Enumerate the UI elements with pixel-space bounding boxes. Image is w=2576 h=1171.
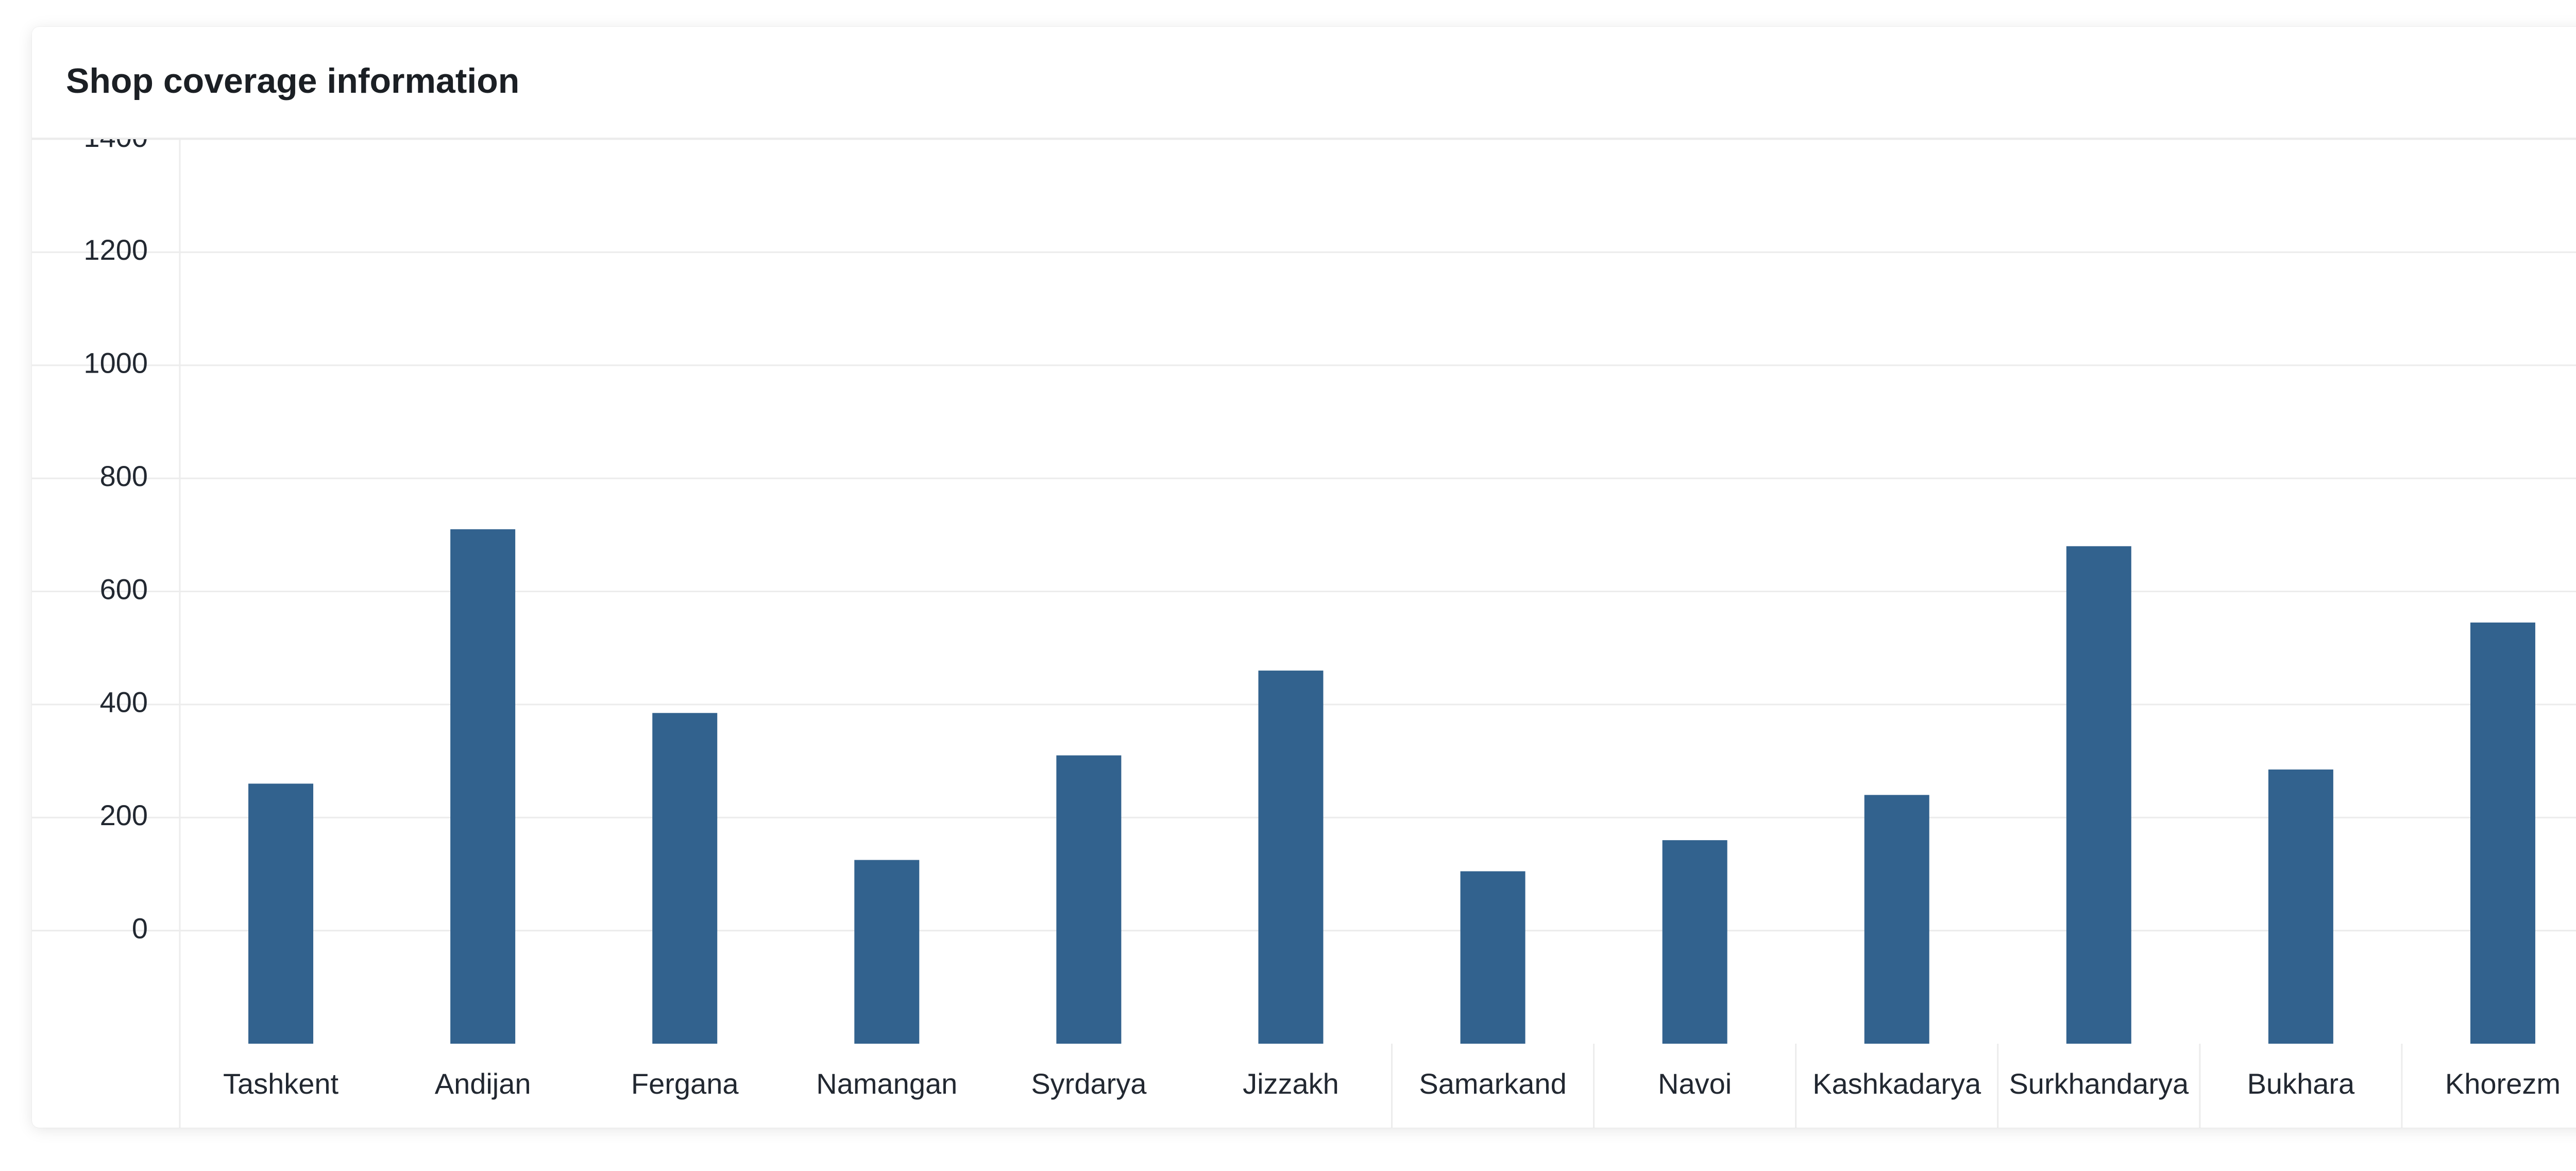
chart-card: Shop coverage information 0 200 400 600 800 1… (32, 27, 2576, 1128)
x-tick-label: Tashkent (223, 1067, 339, 1100)
chart-title: Shop coverage information (66, 61, 520, 101)
x-tick-label: Bukhara (2247, 1067, 2355, 1100)
y-tick-label: 400 (100, 686, 148, 718)
y-tick-label: 1200 (83, 233, 148, 266)
y-tick-label: 600 (100, 573, 148, 605)
card-header: Shop coverage information (32, 27, 2576, 139)
x-tick-label: Andijan (435, 1067, 531, 1100)
bar (1258, 671, 1324, 1044)
x-tick-label: Jizzakh (1243, 1067, 1339, 1100)
bar (2470, 622, 2535, 1044)
bar-chart: 0 200 400 600 800 1000 1200 1400 Tashkent Andijan… (32, 139, 2576, 1128)
bar (450, 529, 516, 1044)
x-tick-label: Kashkadarya (1812, 1067, 1981, 1100)
bar (2066, 546, 2131, 1044)
y-tick-label: 1400 (83, 139, 148, 153)
x-tick-label: Syrdarya (1031, 1067, 1147, 1100)
y-tick-label: 800 (100, 460, 148, 492)
bar (1460, 871, 1526, 1044)
x-tick-label: Samarkand (1419, 1067, 1566, 1100)
x-tick-label: Surkhandarya (2009, 1067, 2189, 1100)
x-tick-label: Khorezm (2445, 1067, 2561, 1100)
x-tick-label: Navoi (1658, 1067, 1732, 1100)
bar (652, 713, 718, 1044)
y-tick-label: 1000 (83, 347, 148, 379)
x-tick-label: Namangan (816, 1067, 957, 1100)
bar (1056, 755, 1122, 1044)
bar (248, 783, 314, 1044)
bar (854, 860, 920, 1044)
bar (1864, 795, 1929, 1044)
y-tick-label: 0 (132, 912, 148, 944)
y-tick-label: 200 (100, 799, 148, 831)
bar (2268, 769, 2333, 1044)
x-tick-label: Fergana (631, 1067, 739, 1100)
bar (1662, 840, 1727, 1044)
